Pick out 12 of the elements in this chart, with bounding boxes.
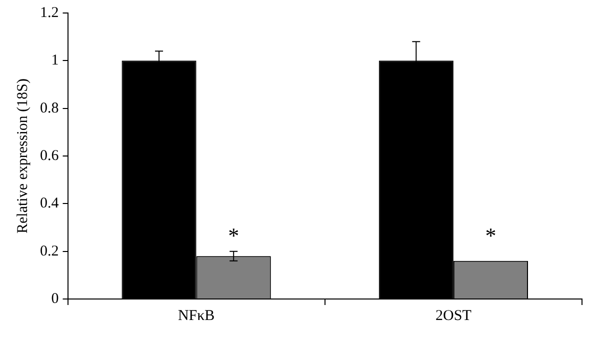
x-tick-label: NFκB bbox=[178, 308, 215, 324]
y-tick-label: 0.2 bbox=[40, 243, 59, 260]
y-tick-label: 1.2 bbox=[40, 4, 59, 21]
y-tick-label: 0.4 bbox=[40, 196, 60, 212]
y-tick-label: 0.6 bbox=[40, 148, 60, 164]
annotation: * bbox=[485, 223, 496, 248]
x-tick-label: 2OST bbox=[436, 308, 472, 324]
annotation: * bbox=[228, 223, 240, 248]
y-tick-label: 1 bbox=[51, 52, 59, 69]
y-tick-label: 0 bbox=[51, 290, 59, 307]
y-tick-label: 0.8 bbox=[40, 100, 59, 116]
y-axis-title: Relative expression (18S) bbox=[14, 78, 31, 234]
